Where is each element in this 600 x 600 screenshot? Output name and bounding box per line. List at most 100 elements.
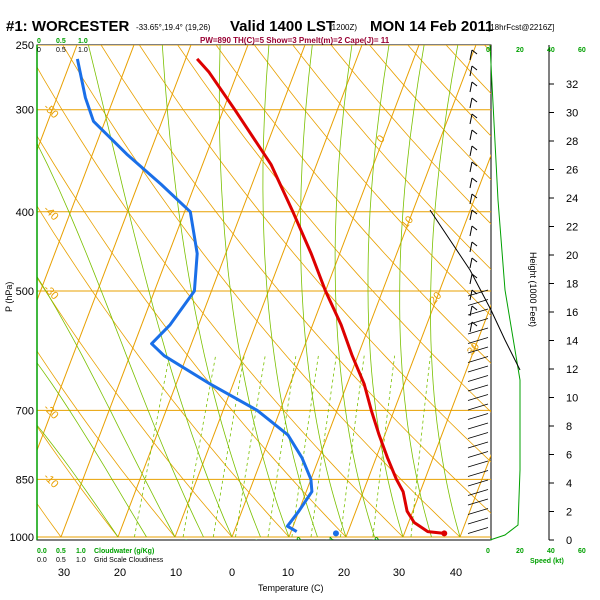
height-tick-26: 26 [566, 165, 578, 177]
wind-barb [469, 129, 473, 141]
height-tick-30: 30 [566, 108, 578, 120]
cloud-top-tick-black-1: 0.5 [56, 47, 66, 54]
wind-barb [469, 161, 473, 173]
dewpoint-profile [75, 58, 314, 533]
isotherm-label: -40 [41, 203, 61, 223]
moist-adiabat [218, 45, 290, 538]
speed-top-tick-0: 0 [486, 47, 490, 54]
surface-dewpoint-marker [332, 530, 339, 537]
pressure-axis: 250 300 400 500 700 850 1000 [10, 40, 34, 544]
dry-adiabat [292, 45, 491, 270]
wind-barb [467, 318, 489, 325]
wind-barb-flag [471, 113, 478, 119]
wind-barb-flag [471, 49, 478, 55]
wind-barb-flag [471, 225, 478, 231]
wind-barb [467, 308, 489, 316]
dry-adiabat [215, 45, 491, 364]
speed-top-tick-2: 40 [547, 47, 555, 54]
speed-bottom-tick-1: 20 [516, 548, 524, 555]
wind-barb [467, 384, 489, 392]
wind-barb [467, 346, 489, 354]
mixing-ratio-line [310, 355, 337, 538]
dry-adiabat [37, 66, 404, 538]
cloud-top-tick-0: 0 [37, 38, 41, 45]
moist-adiabat [367, 45, 404, 538]
mixing-ratio-line [267, 355, 297, 538]
cloud-top-tick-1: 0.5 [56, 38, 66, 45]
cloud-top-tick-black-0: 0 [37, 47, 41, 54]
wind-barb [469, 225, 473, 237]
title-date: MON 14 Feb 2011 [370, 18, 493, 35]
wind-barb-flag [471, 305, 478, 311]
wind-barb [467, 470, 489, 477]
moist-adiabat [37, 275, 176, 538]
height-tick-10: 10 [566, 393, 578, 405]
isotherm-label: 0 [375, 133, 388, 145]
isotherm-label: -50 [41, 101, 61, 121]
wind-barb [469, 81, 473, 93]
height-tick-4: 4 [566, 478, 572, 490]
moist-adiabat [300, 45, 347, 538]
wind-barb-flag [471, 129, 478, 135]
wind-barb-flag [471, 193, 478, 199]
pressure-tick-700: 700 [16, 405, 34, 417]
height-tick-2: 2 [566, 507, 572, 519]
isotherm [60, 45, 249, 538]
dry-adiabat [484, 45, 491, 53]
temperature-tick: 20 [338, 567, 350, 579]
speed-bottom-tick-0: 0 [486, 548, 490, 555]
height-tick-6: 6 [566, 450, 572, 462]
temperature-tick: 30 [393, 567, 405, 579]
wind-barb [467, 460, 489, 468]
mixing-ratio-line [372, 355, 395, 538]
wind-barb [467, 394, 489, 401]
wind-barb [467, 337, 489, 344]
mixing-ratio-line [340, 355, 365, 538]
wind-barb-flag [471, 81, 478, 87]
isotherm [37, 45, 135, 302]
y-axis-label: P (hPa) [4, 282, 14, 312]
title-coords: -33.65°,19.4° (19,26) [136, 23, 211, 32]
cloudiness-label: Grid Scale Cloudiness [94, 557, 164, 564]
dry-adiabat [254, 45, 491, 317]
pressure-tick-250: 250 [16, 40, 34, 52]
wind-barb-flag [471, 177, 478, 183]
wind-barb [467, 289, 489, 297]
mixing-ratio-label: 20 [371, 536, 382, 546]
isotherm [117, 45, 306, 538]
title-station: #1: WORCESTER [6, 18, 130, 35]
wind-speed-profile [489, 44, 521, 541]
wind-barb [467, 498, 489, 506]
pressure-tick-850: 850 [16, 474, 34, 486]
wind-barb [467, 489, 489, 496]
wind-barb [469, 257, 473, 269]
cloud-bottom-tick-2: 1.0 [76, 548, 86, 555]
speed-top-tick-3: 60 [578, 47, 586, 54]
temperature-profile [195, 57, 445, 535]
cloud-bottom-tick-1: 0.5 [56, 548, 66, 555]
wind-barb [467, 527, 489, 534]
moist-adiabat [430, 45, 461, 538]
pressure-tick-1000: 1000 [10, 532, 34, 544]
wind-barb [467, 413, 489, 420]
wind-barb [469, 65, 473, 77]
pressure-tick-400: 400 [16, 207, 34, 219]
mixing-ratio-line [134, 355, 170, 538]
mixing-ratio-line [235, 355, 266, 538]
speed-axis: 0 20 40 60 0 20 40 60 Speed (kt) [486, 47, 586, 565]
wind-barb [469, 273, 473, 285]
height-tick-12: 12 [566, 364, 578, 376]
isotherm-label: 30 [465, 341, 482, 358]
title-valid: Valid 1400 LST [230, 18, 335, 35]
cloud-bottom-tick-0: 0.0 [37, 548, 47, 555]
wind-barb [469, 113, 473, 125]
wind-barb [467, 432, 489, 439]
sounding-profiles [75, 57, 448, 537]
temperature-tick: 30 [58, 567, 70, 579]
wind-barb [467, 441, 489, 449]
height-tick-14: 14 [566, 336, 578, 348]
cloud-bottom-tick-black-2: 1.0 [76, 557, 86, 564]
height-tick-28: 28 [566, 136, 578, 148]
temperature-tick: 10 [170, 567, 182, 579]
isotherm-label: -30 [41, 283, 61, 303]
